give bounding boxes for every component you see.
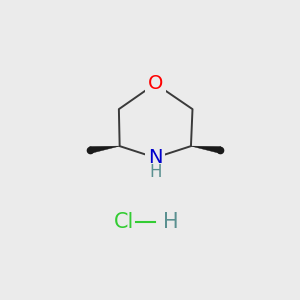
Polygon shape <box>191 146 221 153</box>
Text: H: H <box>163 212 178 232</box>
Text: Cl: Cl <box>114 212 134 232</box>
Text: N: N <box>148 148 163 167</box>
Text: H: H <box>149 163 162 181</box>
Polygon shape <box>90 146 120 153</box>
Text: O: O <box>148 74 163 93</box>
